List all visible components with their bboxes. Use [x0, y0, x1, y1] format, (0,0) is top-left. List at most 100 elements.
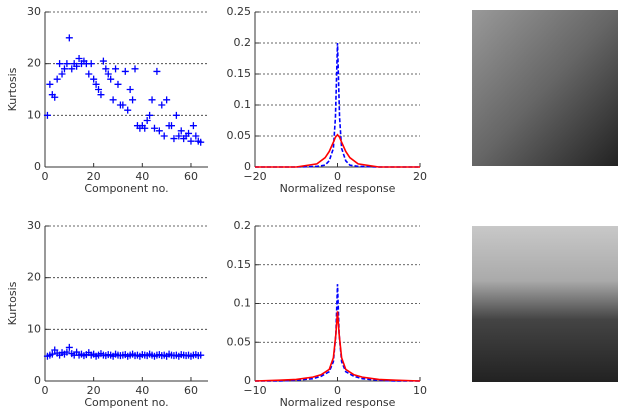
point — [143, 117, 151, 124]
x-tick-label: 20 — [87, 384, 101, 397]
x-tick-label: 0 — [42, 170, 49, 183]
y-tick-label: 30 — [27, 219, 41, 232]
x-axis-label: Normalized response — [280, 396, 396, 409]
point — [99, 57, 107, 65]
point — [148, 96, 156, 104]
point — [131, 65, 139, 73]
point — [187, 137, 195, 145]
y-tick-label: 10 — [27, 322, 41, 335]
point — [192, 132, 200, 140]
point — [124, 106, 132, 114]
point — [68, 65, 76, 73]
point — [48, 350, 56, 358]
y-axis-label: Kurtosis — [6, 67, 19, 111]
point — [63, 60, 71, 68]
point — [153, 67, 161, 75]
point — [155, 127, 163, 135]
y-tick-label: 0.25 — [227, 5, 252, 18]
point — [150, 124, 158, 132]
point — [92, 80, 100, 88]
point — [97, 91, 105, 99]
photo-portrait — [472, 10, 618, 166]
point — [63, 348, 71, 356]
point — [65, 34, 73, 42]
point — [185, 129, 193, 137]
point — [141, 124, 149, 132]
point — [177, 127, 185, 135]
y-tick-label: 0.15 — [227, 67, 252, 80]
y-tick-label: 0.05 — [227, 129, 252, 142]
point — [114, 80, 122, 88]
series-line — [255, 284, 420, 382]
y-tick-label: 0.05 — [227, 335, 252, 348]
x-axis-label: Normalized response — [280, 182, 396, 195]
y-tick-label: 0.15 — [227, 258, 252, 271]
point — [158, 101, 166, 109]
point — [87, 60, 95, 68]
y-tick-label: 0 — [34, 160, 41, 173]
y-tick-label: 20 — [27, 271, 41, 284]
y-tick-label: 0.1 — [234, 297, 252, 310]
x-tick-label: 0 — [42, 384, 49, 397]
x-tick-label: 0 — [334, 384, 341, 397]
point — [104, 70, 112, 78]
x-tick-label: −10 — [243, 384, 266, 397]
point — [172, 111, 180, 119]
point — [51, 93, 59, 101]
point — [60, 65, 68, 73]
point — [102, 65, 110, 73]
point — [58, 70, 66, 78]
y-tick-label: 10 — [27, 108, 41, 121]
y-tick-label: 0.2 — [234, 36, 252, 49]
y-tick-label: 30 — [27, 5, 41, 18]
x-tick-label: 10 — [413, 384, 427, 397]
y-tick-label: 0 — [34, 374, 41, 387]
series-line — [255, 42, 420, 168]
y-tick-label: 20 — [27, 57, 41, 70]
x-tick-label: 60 — [184, 170, 198, 183]
point — [109, 96, 117, 104]
point — [189, 122, 197, 130]
point — [160, 132, 168, 140]
photo-foliage — [472, 226, 618, 382]
point — [163, 96, 171, 104]
y-tick-label: 0.1 — [234, 98, 252, 111]
x-tick-label: 40 — [135, 384, 149, 397]
x-axis-label: Component no. — [84, 182, 168, 195]
x-tick-label: 20 — [87, 170, 101, 183]
point — [146, 111, 154, 119]
point — [46, 80, 54, 88]
x-tick-label: 20 — [413, 170, 427, 183]
point — [175, 132, 183, 140]
point — [107, 75, 115, 83]
point — [65, 343, 73, 351]
y-tick-label: 0 — [244, 160, 251, 173]
x-tick-label: 0 — [334, 170, 341, 183]
y-axis-label: Kurtosis — [6, 281, 19, 325]
series-line — [255, 133, 420, 168]
point — [129, 96, 137, 104]
point — [56, 60, 64, 68]
point — [85, 70, 93, 78]
point — [53, 75, 61, 83]
x-tick-label: 60 — [184, 384, 198, 397]
x-axis-label: Component no. — [84, 396, 168, 409]
point — [119, 101, 127, 109]
x-tick-label: −20 — [243, 170, 266, 183]
point — [121, 67, 129, 75]
point — [75, 55, 83, 62]
series-line — [254, 311, 421, 382]
point — [43, 111, 51, 119]
point — [197, 351, 205, 359]
point — [90, 75, 98, 83]
point — [126, 86, 134, 93]
point — [168, 122, 176, 130]
point — [197, 138, 205, 146]
point — [170, 135, 178, 143]
x-tick-label: 40 — [135, 170, 149, 183]
point — [73, 62, 81, 70]
y-tick-label: 0 — [244, 374, 251, 387]
y-tick-label: 0.2 — [234, 219, 252, 232]
point — [95, 86, 103, 93]
